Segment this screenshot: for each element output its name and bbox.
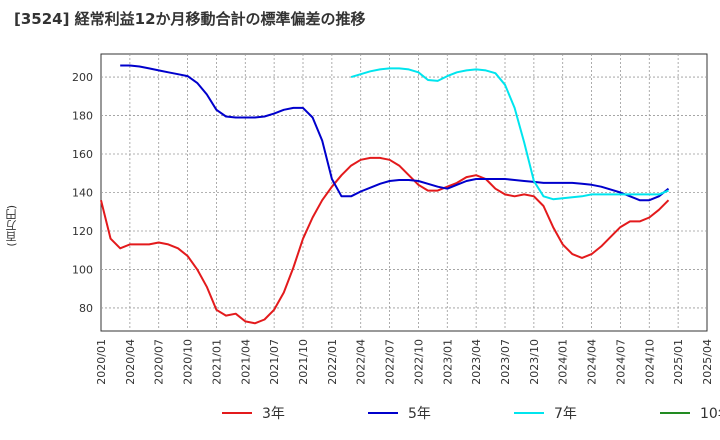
x-tick-label: 2024/07	[614, 339, 627, 385]
series-line-3年	[100, 156, 670, 325]
x-tick-label: 2023/10	[528, 339, 541, 385]
x-tick-label: 2025/04	[701, 339, 714, 385]
y-tick-label: 100	[72, 263, 93, 276]
y-tick-label: 80	[79, 302, 93, 315]
y-tick-label: 140	[72, 187, 93, 200]
x-tick-label: 2024/04	[586, 339, 599, 385]
legend-label: 7年	[554, 406, 577, 422]
grid-lines	[101, 54, 707, 331]
x-tick-label: 2020/01	[95, 339, 108, 385]
y-axis-ticks: 80 100 120 140 160 180 200	[72, 71, 93, 315]
x-tick-label: 2023/04	[470, 339, 483, 385]
legend-label: 3年	[262, 406, 285, 422]
x-tick-label: 2025/01	[672, 339, 685, 385]
x-tick-label: 2023/07	[499, 339, 512, 385]
x-tick-label: 2022/01	[326, 339, 339, 385]
plot-area	[100, 53, 708, 332]
x-tick-label: 2021/01	[210, 339, 223, 385]
series-lines	[100, 64, 670, 325]
legend-label: 10年	[700, 406, 720, 422]
x-tick-label: 2022/07	[384, 339, 397, 385]
x-tick-label: 2020/07	[153, 339, 166, 385]
y-tick-label: 180	[72, 110, 93, 123]
y-tick-label: 200	[72, 71, 93, 84]
x-tick-label: 2021/10	[297, 339, 310, 385]
x-tick-label: 2024/01	[557, 339, 570, 385]
x-tick-label: 2020/10	[182, 339, 195, 385]
x-tick-label: 2023/01	[441, 339, 454, 385]
x-axis-ticks: 2020/01 2020/04 2020/07 2020/10 2021/01 2021/…	[95, 339, 714, 385]
legend: 3年 5年 7年 10年	[222, 406, 720, 422]
x-tick-label: 2021/07	[268, 339, 281, 385]
chart-title: [3524] 経常利益12か月移動合計の標準偏差の推移	[14, 10, 366, 28]
x-tick-label: 2022/04	[355, 339, 368, 385]
legend-label: 5年	[408, 406, 431, 422]
series-line-7年	[350, 67, 669, 201]
x-tick-label: 2022/10	[412, 339, 425, 385]
y-tick-label: 120	[72, 225, 93, 238]
x-tick-label: 2024/10	[643, 339, 656, 385]
x-tick-label: 2020/04	[124, 339, 137, 385]
y-tick-label: 160	[72, 148, 93, 161]
series-line-5年	[120, 64, 670, 202]
x-tick-label: 2021/04	[239, 339, 252, 385]
